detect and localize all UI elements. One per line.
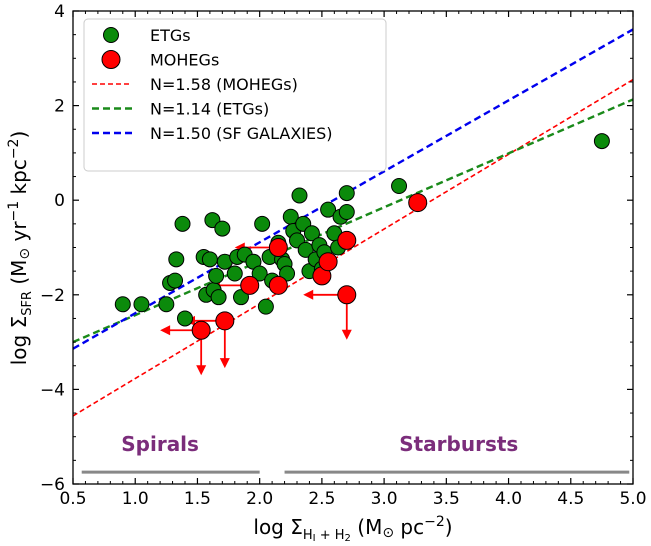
down-arrow-head bbox=[219, 358, 230, 369]
legend-marker bbox=[103, 27, 119, 43]
legend-entry-3: N=1.58 (MOHEGs) bbox=[92, 75, 298, 94]
legend-label: N=1.58 (MOHEGs) bbox=[150, 75, 298, 94]
legend-label: N=1.50 (SF GALAXIES) bbox=[150, 124, 333, 143]
legend-label: N=1.14 (ETGs) bbox=[150, 100, 269, 119]
moheg-point-5 bbox=[268, 238, 288, 257]
legend-entry-1: ETGs bbox=[103, 26, 191, 45]
x-tick-label: 0.5 bbox=[59, 489, 86, 509]
legend-label: MOHEGs bbox=[150, 51, 219, 70]
down-arrow-head bbox=[341, 329, 352, 340]
etg-point-51 bbox=[593, 133, 610, 150]
etg-point-16 bbox=[214, 220, 231, 237]
etg-point-44 bbox=[320, 201, 337, 218]
x-tick-label: 4.0 bbox=[495, 489, 522, 509]
moheg-point-3 bbox=[240, 275, 260, 295]
fit-line-1 bbox=[73, 78, 633, 417]
y-tick-label: 2 bbox=[54, 97, 65, 117]
legend-entry-5: N=1.50 (SF GALAXIES) bbox=[92, 124, 333, 143]
etg-point-48 bbox=[338, 204, 355, 221]
etg-point-18 bbox=[226, 265, 243, 282]
etg-point-39 bbox=[303, 225, 320, 242]
data-points bbox=[114, 133, 610, 340]
y-tick-label: 4 bbox=[54, 2, 65, 22]
etg-point-49 bbox=[338, 185, 355, 202]
down-arrow-head bbox=[196, 365, 207, 376]
moheg-point-4 bbox=[268, 275, 288, 295]
region-label-2: Starbursts bbox=[399, 432, 518, 456]
legend-box bbox=[83, 18, 387, 172]
moheg-point-2 bbox=[215, 311, 235, 331]
x-tick-label: 3.0 bbox=[371, 489, 398, 509]
region-label-1: Spirals bbox=[121, 432, 199, 456]
etg-point-24 bbox=[254, 215, 271, 232]
left-arrow-head bbox=[160, 325, 171, 336]
etg-point-35 bbox=[291, 187, 308, 204]
moheg-point-7 bbox=[318, 252, 338, 272]
etg-point-8 bbox=[177, 310, 193, 327]
moheg-point-10 bbox=[408, 193, 428, 213]
legend-marker bbox=[101, 50, 121, 69]
x-tick-label: 2.0 bbox=[246, 489, 273, 509]
etg-point-5 bbox=[167, 272, 184, 289]
x-tick-label: 5.0 bbox=[619, 489, 646, 509]
x-tick-label: 1.5 bbox=[184, 489, 211, 509]
y-axis-ticks: −6 −4 −2 0 2 4 bbox=[40, 2, 633, 495]
y-tick-label: 0 bbox=[54, 191, 65, 211]
y-axis-label: log ΣSFR (M⊙ yr−1 kpc−2) bbox=[6, 131, 35, 366]
etg-point-15 bbox=[210, 289, 227, 306]
etg-point-23 bbox=[251, 265, 268, 282]
etg-point-11 bbox=[201, 251, 218, 268]
x-tick-label: 2.5 bbox=[308, 489, 335, 509]
x-axis-ticks: 0.5 1.0 1.5 2.0 2.5 3.0 3.5 4.0 4.5 5.0 bbox=[59, 11, 647, 509]
moheg-point-9 bbox=[337, 285, 357, 305]
legend-entry-4: N=1.14 (ETGs) bbox=[92, 100, 269, 119]
etg-point-50 bbox=[391, 178, 408, 195]
legend-entry-2: MOHEGs bbox=[101, 50, 219, 70]
x-tick-label: 4.5 bbox=[557, 489, 584, 509]
etg-point-7 bbox=[174, 215, 191, 232]
etg-point-25 bbox=[257, 298, 274, 315]
etg-point-2 bbox=[133, 296, 150, 313]
etg-point-3 bbox=[158, 296, 175, 313]
etg-point-6 bbox=[168, 251, 185, 268]
y-tick-label: −6 bbox=[40, 475, 65, 495]
x-tick-label: 1.0 bbox=[122, 489, 149, 509]
etg-point-14 bbox=[208, 267, 225, 284]
moheg-point-8 bbox=[337, 230, 357, 250]
legend-label: ETGs bbox=[150, 26, 191, 45]
x-axis-label: log ΣHI + H2 (M⊙ pc−2) bbox=[253, 514, 452, 544]
etg-point-1 bbox=[114, 296, 131, 313]
y-tick-label: −2 bbox=[40, 286, 65, 306]
legend: ETGs MOHEGs N=1.58 (MOHEGs) N=1.14 (ETGs) N=… bbox=[83, 18, 387, 172]
y-tick-label: −4 bbox=[40, 380, 65, 400]
region-labels: Spirals Starbursts bbox=[121, 432, 518, 456]
x-tick-label: 3.5 bbox=[433, 489, 460, 509]
moheg-point-1 bbox=[191, 320, 211, 340]
left-arrow-head bbox=[303, 289, 314, 300]
